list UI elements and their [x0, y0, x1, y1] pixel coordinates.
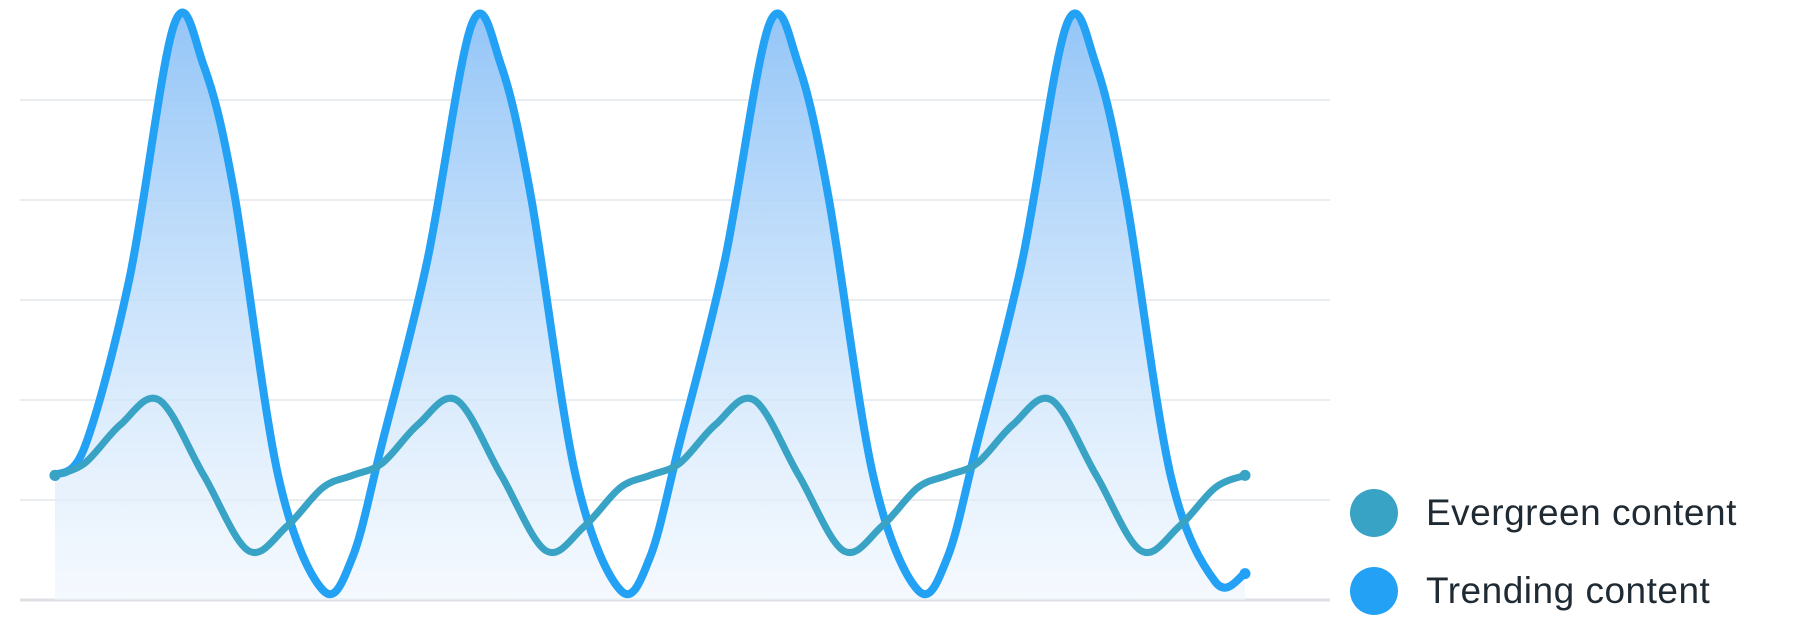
area-trending — [55, 12, 1245, 601]
legend-label-evergreen: Evergreen content — [1426, 492, 1737, 533]
legend-swatch-evergreen — [1350, 489, 1398, 537]
endpoint-evergreen-start — [49, 469, 61, 481]
endpoint-evergreen-end — [1239, 469, 1251, 481]
legend: Evergreen content Trending content — [1350, 488, 1737, 644]
endpoint-trending-end — [1239, 568, 1251, 580]
legend-swatch-trending — [1350, 567, 1398, 615]
line-evergreen — [51, 394, 1249, 556]
legend-item-evergreen: Evergreen content — [1350, 488, 1737, 538]
series-areas — [55, 12, 1245, 601]
legend-item-trending: Trending content — [1350, 566, 1737, 616]
series-lines — [49, 8, 1251, 599]
line-trending — [51, 8, 1249, 599]
legend-label-trending: Trending content — [1426, 570, 1711, 611]
